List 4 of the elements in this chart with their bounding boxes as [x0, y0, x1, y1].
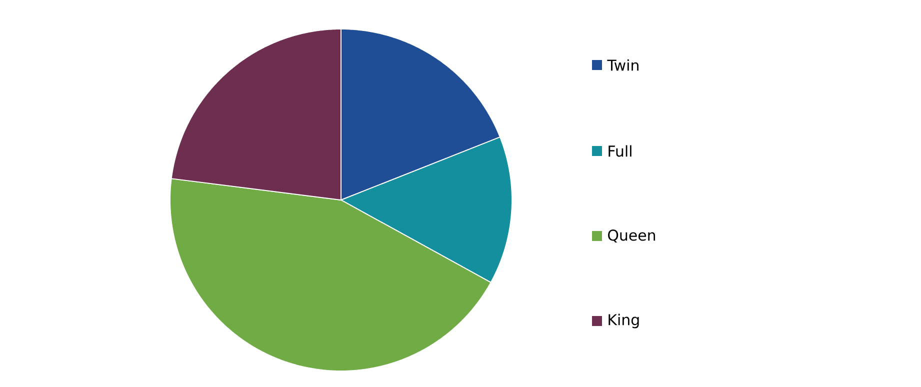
- legend-label: Twin: [607, 59, 638, 71]
- legend-label: Full: [608, 145, 632, 157]
- legend-label: King: [608, 314, 639, 328]
- legend-label: Queen: [608, 229, 656, 243]
